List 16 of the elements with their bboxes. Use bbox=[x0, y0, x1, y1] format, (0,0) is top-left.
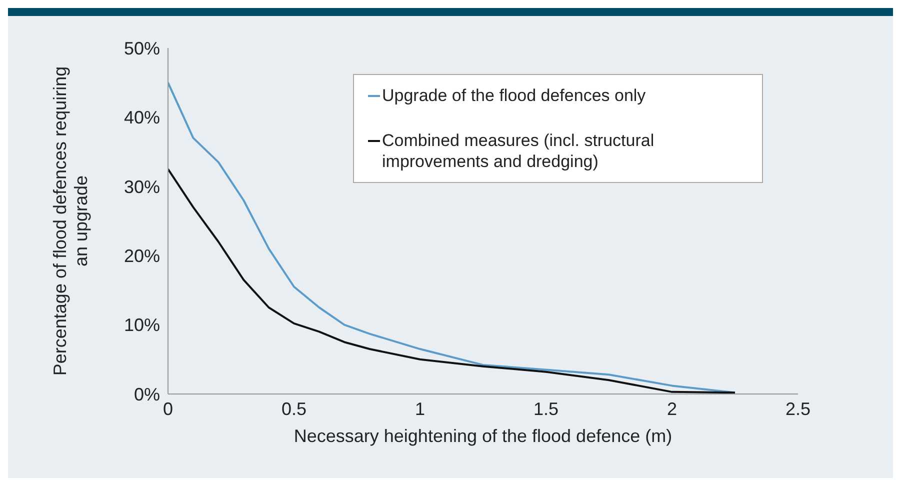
legend-label: Combined measures (incl. structural improvements and dredging) bbox=[382, 130, 656, 172]
y-tick-label: 10% bbox=[124, 315, 160, 336]
x-tick-label: 0 bbox=[162, 398, 174, 419]
x-tick-label: 1 bbox=[414, 398, 426, 419]
x-tick-label: 2.5 bbox=[785, 398, 811, 419]
y-tick-label: 20% bbox=[124, 246, 160, 266]
y-tick-label: 0% bbox=[134, 384, 160, 404]
y-axis-title: Percentage of flood defences requiring an upgrade bbox=[50, 66, 91, 376]
legend-label: Upgrade of the flood defences only bbox=[382, 85, 646, 106]
x-tick-label: 2 bbox=[666, 398, 678, 419]
x-axis-title: Necessary heightening of the flood defence (m) bbox=[294, 426, 672, 446]
y-tick-label: 50% bbox=[124, 38, 160, 58]
x-tick-label: 1.5 bbox=[533, 398, 559, 419]
x-tick-label: 0.5 bbox=[281, 398, 307, 419]
y-tick-label: 30% bbox=[124, 176, 160, 197]
y-tick-label: 40% bbox=[124, 108, 160, 128]
